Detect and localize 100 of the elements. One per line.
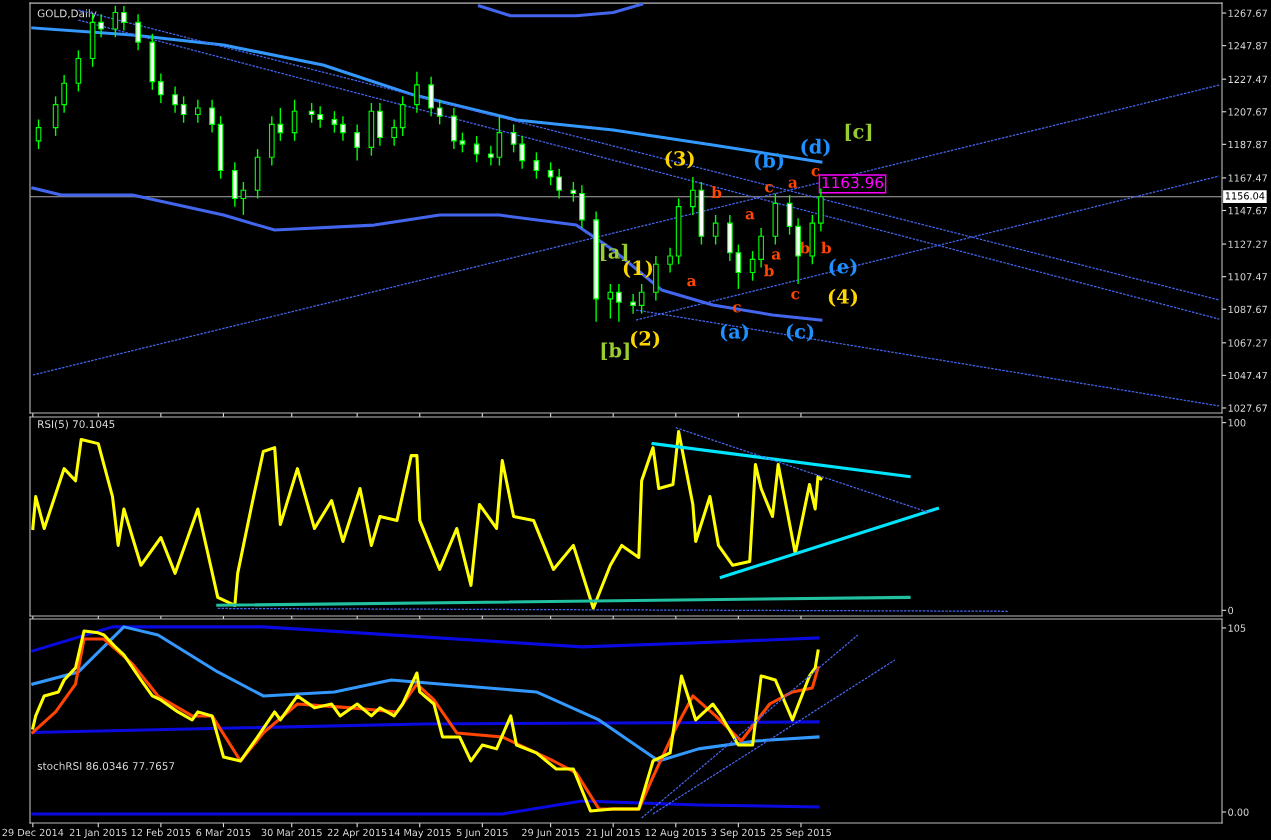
text: stochRSI 86.0346 77.7657 — [37, 761, 175, 770]
candlestick — [112, 5, 119, 38]
candlestick — [391, 118, 397, 147]
x-tick-label: 5 Jun 2015 — [456, 828, 508, 838]
x-tick-label: 21 Jan 2015 — [69, 828, 127, 838]
y-tick-label: 1187.87 — [1228, 140, 1267, 149]
candlestick — [428, 75, 434, 117]
x-tick-label: 14 May 2015 — [389, 828, 451, 838]
annotation: c — [791, 291, 800, 300]
x-tick-label: 29 Dec 2014 — [2, 828, 64, 837]
x-tick-label: 22 Apr 2015 — [327, 828, 387, 838]
x-tick-label: 3 Sep 2015 — [711, 828, 766, 838]
annotation: (c) — [786, 323, 814, 342]
y-tick-label: 1107.47 — [1228, 273, 1267, 281]
y-tick-label: 1027.67 — [1228, 404, 1267, 412]
candlestick — [158, 72, 164, 104]
annotation: a — [687, 277, 697, 287]
ref-line-label: 1156.04 — [1225, 192, 1265, 200]
annotation: (e) — [829, 258, 857, 277]
candlestick — [735, 243, 742, 290]
chart-title: RSI(5) 70.1045 — [38, 419, 115, 430]
y-tick-label: 1127.27 — [1228, 240, 1267, 248]
candlestick — [317, 105, 324, 129]
x-tick-label: 21 Jul 2015 — [586, 828, 640, 838]
annotation: (a) — [720, 323, 749, 342]
y-tick-label: 100 — [1228, 419, 1246, 427]
candlestick — [277, 107, 284, 142]
y-tick-label: 1047.47 — [1228, 371, 1267, 380]
candlestick — [180, 95, 187, 124]
annotation: (2) — [630, 330, 660, 349]
line-series — [31, 799, 820, 816]
candlestick — [61, 74, 67, 114]
annotation: b — [764, 264, 774, 277]
candlestick — [607, 283, 614, 320]
y-tick-label: 105 — [1228, 624, 1246, 632]
y-tick-label: 1147.67 — [1228, 206, 1267, 215]
y-tick-label: 1087.67 — [1228, 305, 1267, 314]
x-tick-label: 12 Feb 2015 — [131, 828, 191, 837]
candlestick — [340, 115, 346, 142]
candlestick — [488, 145, 494, 167]
y-tick-label: 1227.47 — [1228, 75, 1267, 83]
annotation: [b] — [601, 342, 629, 360]
candlestick — [749, 250, 756, 282]
annotation: a — [745, 211, 755, 220]
candlestick — [473, 135, 480, 163]
candlestick — [712, 214, 719, 246]
candlestick — [121, 5, 127, 32]
candlestick — [758, 227, 764, 269]
candlestick — [786, 194, 793, 236]
candlestick — [616, 283, 622, 323]
candlestick — [667, 247, 673, 274]
candlestick — [436, 99, 443, 126]
line-series — [477, 3, 644, 18]
y-tick-label: 1067.27 — [1228, 339, 1267, 347]
candlestick — [459, 131, 466, 154]
candlestick — [308, 102, 315, 124]
y-tick-label: 1167.47 — [1228, 174, 1267, 182]
candlestick — [414, 71, 420, 114]
annotation: a — [771, 251, 781, 260]
annotation: b — [711, 186, 722, 199]
candlestick — [399, 95, 406, 137]
candlestick — [209, 99, 215, 134]
candlestick — [556, 168, 562, 200]
annotation: (4) — [828, 288, 858, 307]
y-tick-label: 1267.67 — [1228, 9, 1267, 17]
annotation: (d) — [801, 138, 830, 157]
line-series — [31, 625, 820, 653]
annotation: c — [765, 184, 773, 193]
candlestick — [630, 293, 636, 315]
x-tick-label: 12 Aug 2015 — [645, 828, 707, 838]
y-tick-label: 0 — [1228, 606, 1234, 615]
annotation: a — [788, 179, 798, 188]
candlestick — [52, 95, 59, 137]
candlestick — [510, 123, 517, 154]
annotation: b — [821, 241, 831, 254]
candlestick — [533, 151, 540, 180]
annotation: [c] — [845, 123, 872, 141]
x-tick-label: 25 Sep 2015 — [770, 828, 831, 838]
y-tick-label: 0.00 — [1228, 808, 1249, 816]
candlestick — [331, 110, 338, 134]
line-series — [31, 430, 823, 610]
candlestick — [547, 161, 554, 186]
annotation: 1163.96 — [822, 176, 884, 189]
annotation: c — [811, 168, 820, 177]
candlestick — [135, 13, 141, 52]
x-tick-label: 6 Mar 2015 — [196, 828, 251, 837]
line-series — [31, 625, 820, 763]
y-tick-label: 1247.87 — [1228, 42, 1267, 50]
x-tick-label: 30 Mar 2015 — [261, 828, 322, 837]
candlestick — [240, 181, 247, 216]
y-tick-label: 1207.67 — [1228, 108, 1267, 116]
annotation: (b) — [754, 152, 784, 171]
candlestick — [519, 135, 525, 170]
x-tick-label: 29 Jun 2015 — [522, 828, 579, 838]
candlestick — [195, 99, 201, 124]
candlestick — [354, 123, 360, 162]
candlestick — [98, 13, 104, 38]
candlestick — [570, 181, 577, 203]
candlestick — [638, 283, 645, 315]
candlestick — [172, 85, 178, 114]
